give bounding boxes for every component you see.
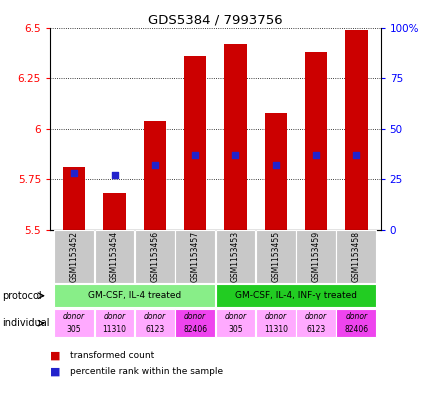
Point [312, 152, 319, 158]
Text: GSM1153458: GSM1153458 [351, 231, 360, 282]
Bar [94, 230, 134, 283]
Point [111, 172, 118, 178]
Text: 305: 305 [228, 325, 242, 334]
Text: ■: ■ [50, 351, 60, 361]
Text: ■: ■ [50, 366, 60, 376]
Point [352, 152, 359, 158]
Bar [304, 52, 326, 230]
Bar [175, 230, 215, 283]
Text: donor: donor [144, 312, 165, 321]
Bar [135, 309, 174, 337]
Text: donor: donor [304, 312, 326, 321]
Bar [264, 112, 286, 230]
Bar [54, 284, 215, 307]
Text: GSM1153456: GSM1153456 [150, 231, 159, 282]
Text: 82406: 82406 [183, 325, 207, 334]
Point [71, 170, 78, 176]
Text: GSM1153459: GSM1153459 [311, 231, 320, 282]
Text: donor: donor [63, 312, 85, 321]
Bar [94, 309, 134, 337]
Bar [184, 56, 206, 230]
Text: 11310: 11310 [263, 325, 287, 334]
Title: GDS5384 / 7993756: GDS5384 / 7993756 [148, 13, 282, 26]
Bar [103, 193, 125, 230]
Text: GSM1153453: GSM1153453 [230, 231, 240, 282]
Point [231, 152, 238, 158]
Bar [224, 44, 246, 230]
Bar [215, 284, 375, 307]
Text: percentile rank within the sample: percentile rank within the sample [69, 367, 222, 376]
Bar [255, 230, 295, 283]
Text: protocol: protocol [2, 291, 42, 301]
Bar [175, 309, 215, 337]
Text: 11310: 11310 [102, 325, 126, 334]
Text: 6123: 6123 [306, 325, 325, 334]
Text: 305: 305 [67, 325, 81, 334]
Point [151, 162, 158, 168]
Text: GSM1153452: GSM1153452 [69, 231, 79, 282]
Bar [63, 167, 85, 230]
Text: GSM1153454: GSM1153454 [110, 231, 119, 282]
Text: 6123: 6123 [145, 325, 164, 334]
Bar [296, 230, 335, 283]
Text: GM-CSF, IL-4 treated: GM-CSF, IL-4 treated [88, 291, 181, 300]
Text: individual: individual [2, 318, 49, 328]
Bar [215, 309, 255, 337]
Text: donor: donor [345, 312, 367, 321]
Text: donor: donor [103, 312, 125, 321]
Point [272, 162, 279, 168]
Text: GSM1153455: GSM1153455 [271, 231, 279, 282]
Bar [345, 29, 367, 230]
Text: donor: donor [184, 312, 206, 321]
Text: 82406: 82406 [344, 325, 368, 334]
Bar [135, 230, 174, 283]
Bar [296, 309, 335, 337]
Bar [143, 121, 165, 230]
Text: GSM1153457: GSM1153457 [190, 231, 199, 282]
Bar [336, 230, 375, 283]
Text: transformed count: transformed count [69, 351, 154, 360]
Bar [255, 309, 295, 337]
Text: donor: donor [264, 312, 286, 321]
Bar [215, 230, 255, 283]
Bar [54, 230, 94, 283]
Bar [54, 309, 94, 337]
Text: donor: donor [224, 312, 246, 321]
Bar [336, 309, 375, 337]
Point [191, 152, 198, 158]
Text: GM-CSF, IL-4, INF-γ treated: GM-CSF, IL-4, INF-γ treated [234, 291, 356, 300]
